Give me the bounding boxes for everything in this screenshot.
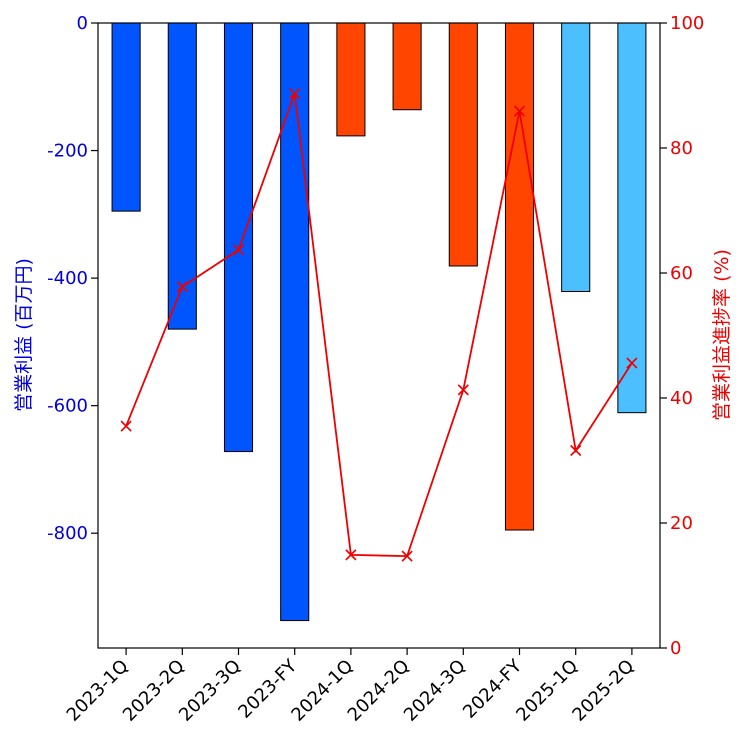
bar-2025-1Q — [561, 22, 591, 292]
bars-layer — [111, 22, 647, 622]
bar-2025-2Q — [617, 22, 647, 414]
x-axis: 2023-1Q2023-2Q2023-3Q2023-FY2024-1Q2024-… — [63, 648, 638, 726]
progress-marker-2023-2Q — [176, 281, 188, 293]
progress-line — [125, 93, 633, 558]
right-tick-label: 80 — [670, 138, 693, 159]
right-axis: 0 20 40 60 80 100 — [660, 13, 704, 659]
bar-2024-1Q — [336, 22, 366, 137]
right-tick-label: 20 — [670, 513, 693, 534]
progress-marker-2023-FY — [289, 88, 301, 100]
x-tick-label: 2025-2Q — [568, 656, 638, 726]
progress-marker-2025-1Q — [570, 444, 582, 457]
left-axis: 0 -200 -400 -600 -800 — [47, 13, 98, 544]
progress-marker-2024-2Q — [401, 550, 413, 562]
bar-2023-1Q — [111, 22, 141, 212]
progress-marker-2024-FY — [513, 105, 526, 117]
bar-2023-FY — [280, 22, 310, 622]
right-tick-label: 0 — [670, 638, 681, 659]
bar-2024-2Q — [392, 22, 422, 111]
left-axis-title: 営業利益 (百万円) — [13, 258, 35, 412]
left-tick-label: -600 — [47, 396, 88, 417]
right-tick-label: 100 — [670, 13, 704, 34]
right-axis-title: 営業利益進捗率 (%) — [711, 249, 733, 421]
right-tick-label: 60 — [670, 263, 693, 284]
left-tick-label: 0 — [77, 13, 88, 34]
bar-2023-2Q — [167, 22, 197, 330]
bar-2023-3Q — [223, 22, 254, 453]
plot-frame — [97, 22, 661, 649]
progress-marker-2024-1Q — [345, 549, 357, 561]
x-tick-label: 2024-3Q — [400, 656, 470, 726]
progress-marker-2023-1Q — [120, 420, 132, 432]
bar-2024-FY — [504, 22, 535, 531]
progress-line-layer — [120, 88, 638, 562]
progress-marker-2024-3Q — [457, 384, 469, 396]
left-tick-label: -800 — [47, 523, 88, 544]
x-tick-label: 2023-3Q — [175, 656, 245, 726]
right-tick-label: 40 — [670, 388, 693, 409]
left-tick-label: -400 — [47, 268, 88, 289]
progress-marker-2025-2Q — [626, 357, 638, 369]
left-tick-label: -200 — [47, 141, 88, 162]
progress-marker-2023-3Q — [232, 244, 245, 256]
bar-2024-3Q — [448, 22, 478, 267]
